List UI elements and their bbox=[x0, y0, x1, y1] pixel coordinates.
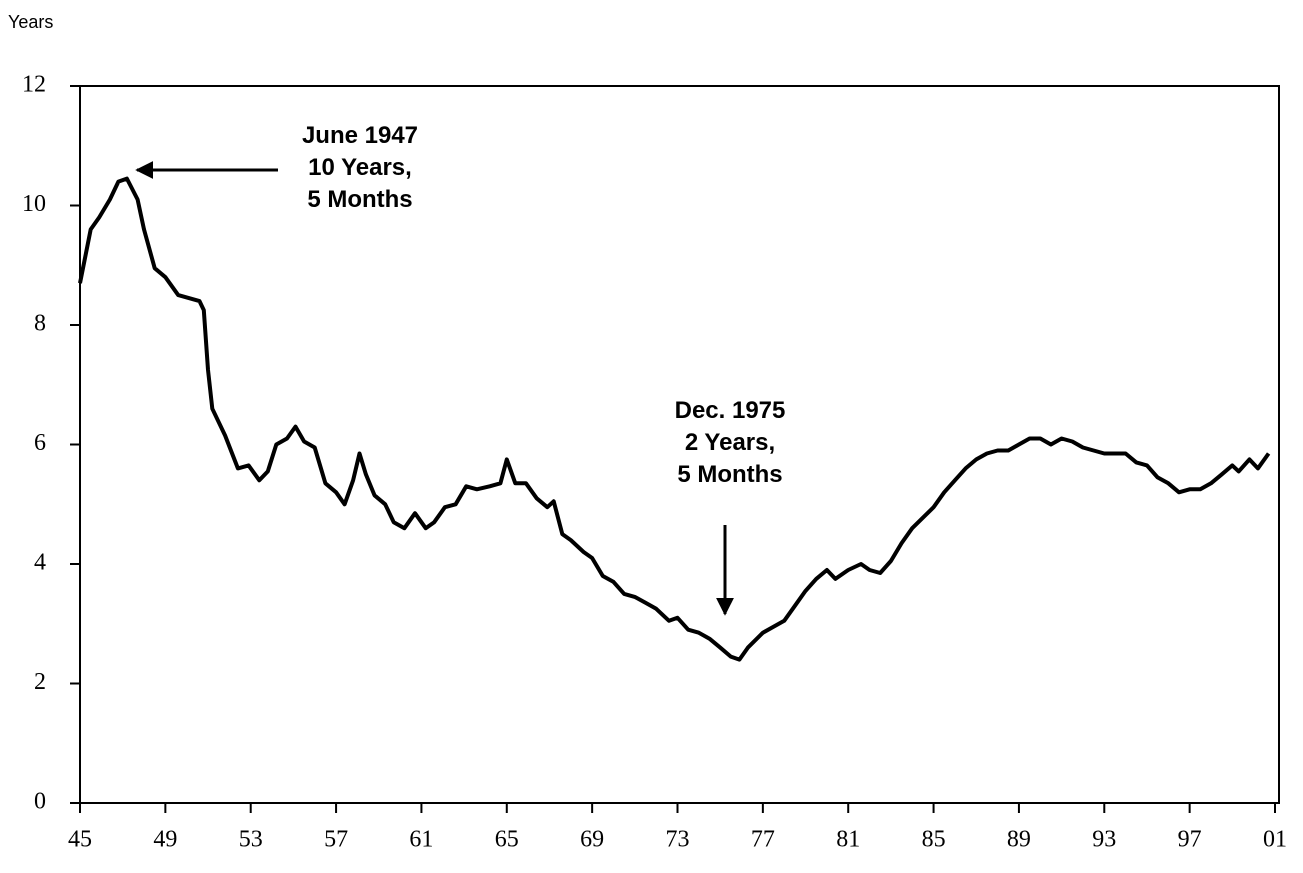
x-tick-label: 57 bbox=[324, 827, 348, 853]
x-tick-label: 65 bbox=[495, 827, 519, 853]
x-tick-label: 73 bbox=[666, 827, 690, 853]
x-tick-label: 69 bbox=[580, 827, 604, 853]
y-tick-label: 6 bbox=[34, 430, 46, 456]
y-tick-label: 2 bbox=[34, 669, 46, 695]
annotation-text: 5 Months bbox=[677, 461, 782, 488]
x-tick-label: 45 bbox=[68, 827, 92, 853]
y-tick-label: 0 bbox=[34, 789, 46, 815]
x-tick-label: 89 bbox=[1007, 827, 1031, 853]
x-tick-label: 85 bbox=[922, 827, 946, 853]
x-tick-label: 77 bbox=[751, 827, 775, 853]
y-axis-label: Years bbox=[8, 12, 53, 32]
x-tick-label: 49 bbox=[153, 827, 177, 853]
line-series bbox=[78, 176, 1271, 662]
x-tick-label: 61 bbox=[409, 827, 433, 853]
y-tick-label: 4 bbox=[34, 550, 46, 576]
annotation-text: 10 Years, bbox=[308, 154, 412, 181]
annotation-text: Dec. 1975 bbox=[675, 397, 786, 424]
annotation-text: 5 Months bbox=[307, 186, 412, 213]
x-tick-label: 53 bbox=[239, 827, 263, 853]
y-tick-label: 8 bbox=[34, 311, 46, 337]
y-tick-label: 10 bbox=[22, 191, 46, 217]
plot-frame bbox=[79, 85, 1280, 804]
x-tick-label: 01 bbox=[1263, 827, 1287, 853]
y-tick-label: 12 bbox=[22, 72, 46, 98]
annotation-text: 2 Years, bbox=[685, 429, 775, 456]
x-tick-label: 81 bbox=[836, 827, 860, 853]
x-tick-label: 97 bbox=[1178, 827, 1202, 853]
x-tick-label: 93 bbox=[1092, 827, 1116, 853]
annotation-text: June 1947 bbox=[302, 122, 418, 149]
